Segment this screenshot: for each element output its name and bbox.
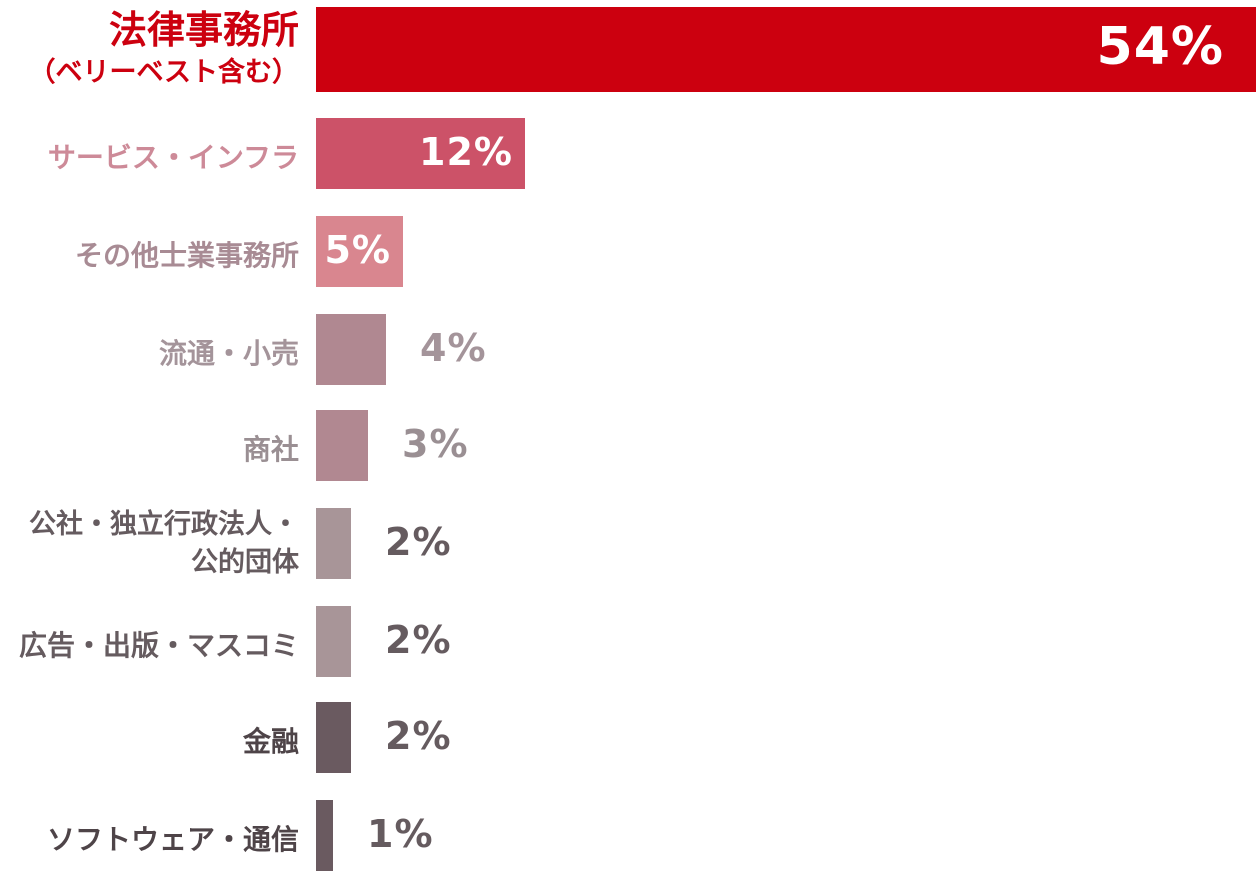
value-label-0: 54%: [1096, 17, 1224, 77]
value-label-6: 2%: [385, 618, 452, 662]
category-label-2: その他士業事務所: [74, 239, 299, 272]
category-label-6: 広告・出版・マスコミ: [18, 629, 299, 662]
category-label-1: サービス・インフラ: [47, 141, 299, 174]
bar-6: [316, 606, 351, 677]
bar-2: [316, 216, 403, 287]
value-label-1: 12%: [419, 130, 513, 174]
value-label-3: 4%: [420, 326, 487, 370]
bar-1: [316, 118, 525, 189]
category-label-5: 公社・独立行政法人・公的団体: [29, 506, 299, 582]
value-label-7: 2%: [385, 714, 452, 758]
bar-5: [316, 508, 351, 579]
category-label-5-line-1: 公社・独立行政法人・: [29, 509, 299, 540]
value-label-2: 5%: [324, 228, 391, 272]
category-label-4: 商社: [242, 433, 299, 466]
category-label-8: ソフトウェア・通信: [46, 823, 299, 856]
category-label-0-line-2: （ベリーベスト含む）: [28, 57, 299, 88]
bar-4: [316, 410, 368, 481]
bar-8: [316, 800, 333, 871]
value-label-8: 1%: [367, 812, 434, 856]
bar-3: [316, 314, 386, 385]
bar-0: [316, 7, 1256, 92]
value-label-4: 3%: [402, 422, 469, 466]
category-label-0: 法律事務所 （ベリーベスト含む）: [28, 6, 299, 92]
category-label-3: 流通・小売: [158, 337, 299, 370]
category-label-5-line-2: 公的団体: [191, 547, 299, 578]
value-label-5: 2%: [385, 520, 452, 564]
category-label-7: 金融: [242, 725, 299, 758]
bar-7: [316, 702, 351, 773]
category-label-0-line-1: 法律事務所: [108, 8, 299, 52]
